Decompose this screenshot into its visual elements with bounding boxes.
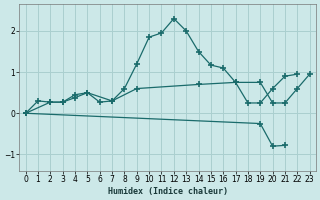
X-axis label: Humidex (Indice chaleur): Humidex (Indice chaleur) [108,187,228,196]
